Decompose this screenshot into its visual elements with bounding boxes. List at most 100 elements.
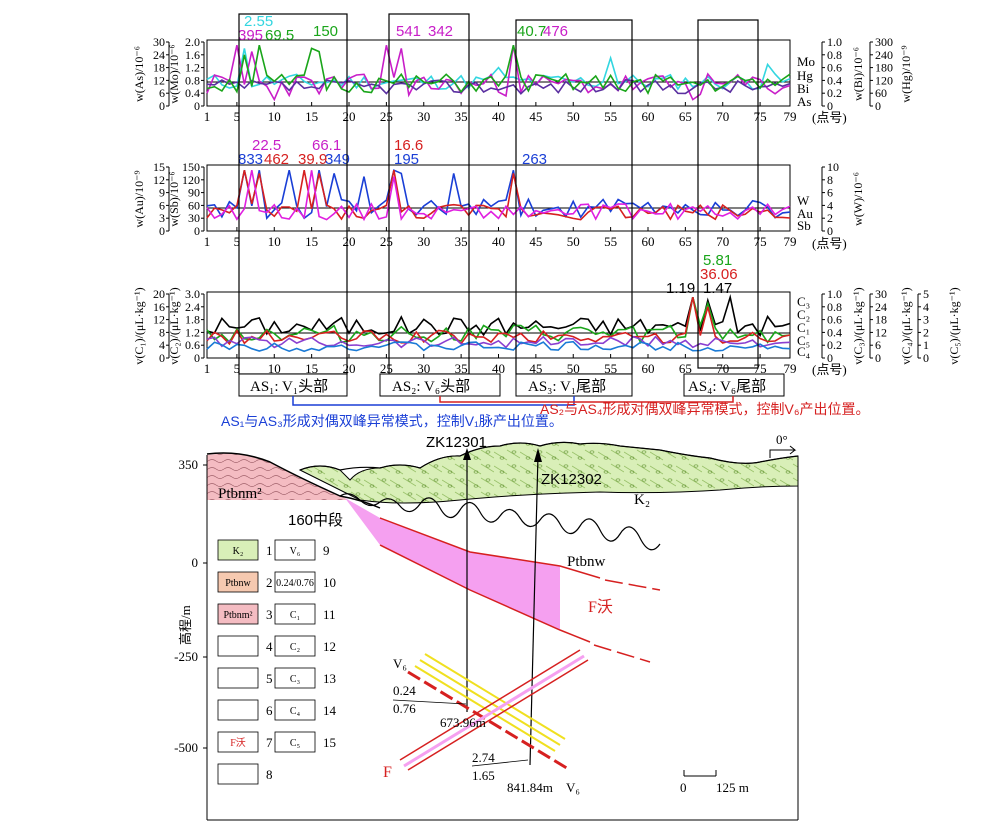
assay-value: 0.76 — [393, 701, 416, 716]
panel1-x-unit: (点号) — [812, 110, 847, 125]
x-tick-label: 70 — [716, 234, 729, 249]
y-tick-label: 0 — [192, 555, 199, 570]
unit-label-ptbnw: Ptbnw — [567, 554, 606, 570]
y-tick-label: 0 — [923, 351, 929, 365]
legend-number: 3 — [266, 607, 273, 622]
peak-label: 462 — [264, 151, 289, 168]
y-tick-label: 0 — [194, 351, 200, 365]
x-tick-label: 40 — [492, 361, 505, 376]
y-axis-label: w(Au)/10⁻⁹ — [132, 170, 146, 227]
peak-label: 349 — [325, 151, 350, 168]
y-tick-label: 4 — [923, 300, 929, 314]
y-axis-label: w(Hg)/10⁻⁹ — [899, 45, 913, 102]
y-tick-label: 5 — [923, 287, 929, 301]
panel2-legend-w: W — [797, 193, 810, 208]
panel3-legend-c5: C₅ — [797, 333, 810, 348]
y-tick-label: 4 — [827, 198, 833, 212]
y-tick-label: 0.6 — [827, 61, 842, 75]
y-axis-label: v(C₄)/(μL·kg⁻¹) — [899, 287, 913, 364]
x-tick-label: 20 — [343, 109, 356, 124]
y-axis-label: w(W)/10⁻⁶ — [851, 172, 865, 226]
y-axis-label: w(Sb)/10⁻⁶ — [167, 171, 181, 226]
y-tick-label: 1.0 — [827, 287, 842, 301]
x-tick-label: 10 — [268, 109, 281, 124]
y-tick-label: 0.2 — [827, 338, 842, 352]
y-tick-label: 1.2 — [185, 325, 200, 339]
y-tick-label: 1.0 — [827, 35, 842, 49]
peak-label: 195 — [394, 151, 419, 168]
fault-lower — [379, 544, 591, 643]
y-tick-label: 0.4 — [827, 73, 842, 87]
y-tick-label: 0.8 — [185, 73, 200, 87]
segment-label-as1: AS₁: V₁头部 — [250, 378, 328, 395]
panel1-legend-bi: Bi — [797, 81, 810, 96]
drill-hole-zk12302 — [529, 454, 539, 766]
segment-label-box — [683, 373, 785, 397]
y-tick-label: 30 — [153, 35, 165, 49]
y-tick-label: 16 — [153, 300, 165, 314]
y-tick-label: 4 — [159, 338, 165, 352]
peak-label: 22.5 — [252, 137, 281, 154]
series-line — [206, 45, 791, 96]
y-tick-label: 6 — [827, 186, 833, 200]
bracket-as1-as3 — [292, 396, 575, 406]
legend-swatch — [217, 539, 259, 561]
y-axis-label: v(C₃)/(μL·kg⁻¹) — [851, 287, 865, 364]
legend-swatch — [217, 635, 259, 657]
note-blue: AS₁与AS₃形成对偶双峰异常模式，控制V₁脉产出位置。 — [221, 413, 563, 429]
fault-f-line — [399, 649, 581, 761]
peak-label: 2.55 — [244, 13, 273, 30]
section-y-label: 高程/m — [178, 605, 193, 645]
y-tick-label: 3 — [923, 313, 929, 327]
y-axis-label: w(Mo)/10⁻⁶ — [167, 44, 181, 103]
y-axis-label: v(C₂)/(μL·kg⁻¹) — [167, 287, 181, 364]
y-tick-label: 30 — [188, 211, 200, 225]
peak-label: 36.06 — [700, 266, 738, 283]
y-tick-label: 6 — [159, 198, 165, 212]
drill-label-1: ZK12301 — [426, 434, 487, 451]
y-tick-label: 2 — [827, 211, 833, 225]
x-tick-label: 60 — [641, 234, 654, 249]
x-tick-label: 50 — [567, 109, 580, 124]
y-tick-label: 150 — [182, 160, 200, 174]
hole-depth-2: 841.84m — [507, 780, 553, 795]
y-tick-label: 120 — [182, 173, 200, 187]
legend-number: 7 — [266, 735, 273, 750]
y-tick-label: 0 — [875, 351, 881, 365]
note-red: AS₂与AS₄形成对偶双峰异常模式，控制V₆产出位置。 — [540, 401, 869, 417]
legend-number: 5 — [266, 671, 273, 686]
panel1-legend-as: As — [797, 94, 811, 109]
x-tick-label: 10 — [268, 361, 281, 376]
peak-label: 150 — [313, 23, 338, 40]
peak-label: 66.1 — [312, 137, 341, 154]
legend-swatch-text: V₆ — [290, 546, 301, 557]
legend-swatch — [217, 667, 259, 689]
legend-number: 10 — [323, 575, 336, 590]
x-tick-label: 55 — [604, 109, 617, 124]
segment-label-as4: AS₄: V₆尾部 — [688, 378, 766, 395]
legend-swatch — [274, 539, 316, 561]
y-tick-label: 0.6 — [185, 338, 200, 352]
ptbnm-unit-fill — [207, 453, 348, 500]
legend-number: 2 — [266, 575, 273, 590]
legend-swatch — [274, 635, 316, 657]
y-tick-label: 0.4 — [827, 325, 842, 339]
ore-zone — [345, 498, 560, 630]
x-tick-label: 15 — [305, 234, 318, 249]
panel-c1-c5: 1 5 10 15 20 25 30 35 40 45 50 55 60 65 70 75 79 0481216… — [132, 252, 961, 377]
x-tick-label: 5 — [234, 361, 241, 376]
fault-lower-dashed — [593, 644, 651, 663]
series-line — [206, 170, 791, 222]
scale-label-125: 125 m — [716, 780, 749, 795]
legend-swatch-text: C₂ — [290, 642, 300, 653]
x-tick-label: 75 — [754, 109, 767, 124]
assay-value: 1.65 — [472, 768, 495, 783]
x-tick-label: 50 — [567, 361, 580, 376]
y-axis-label: w(As)/10⁻⁶ — [132, 46, 146, 102]
y-tick-label: 8 — [827, 173, 833, 187]
y-tick-label: 12 — [153, 73, 165, 87]
panel2-legend-au: Au — [797, 206, 813, 221]
assay-divider — [471, 759, 529, 767]
peak-label: 1.47 — [703, 280, 732, 297]
